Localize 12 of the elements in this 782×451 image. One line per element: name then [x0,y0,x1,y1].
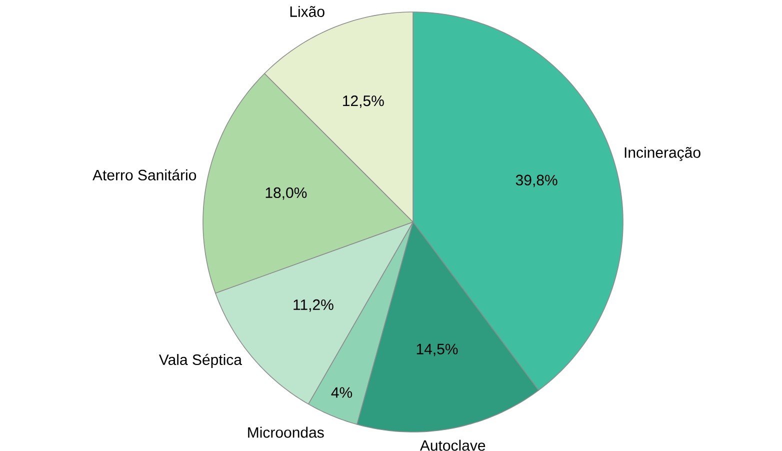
data-label: 4% [331,387,352,398]
slice-label: Incineração [624,146,700,161]
data-label: 12,5% [343,96,384,108]
slice-label: Lixão [290,6,324,17]
slice-label: Autoclave [420,440,486,451]
data-label: 18,0% [266,187,307,200]
data-label: 11,2% [294,299,334,312]
slice-label: Aterro Sanitário [92,169,196,180]
slice-label: Microondas [248,426,324,438]
data-label: 14,5% [416,344,458,356]
data-label: 39,8% [516,174,558,188]
slice-label: Vala Séptica [158,354,242,368]
